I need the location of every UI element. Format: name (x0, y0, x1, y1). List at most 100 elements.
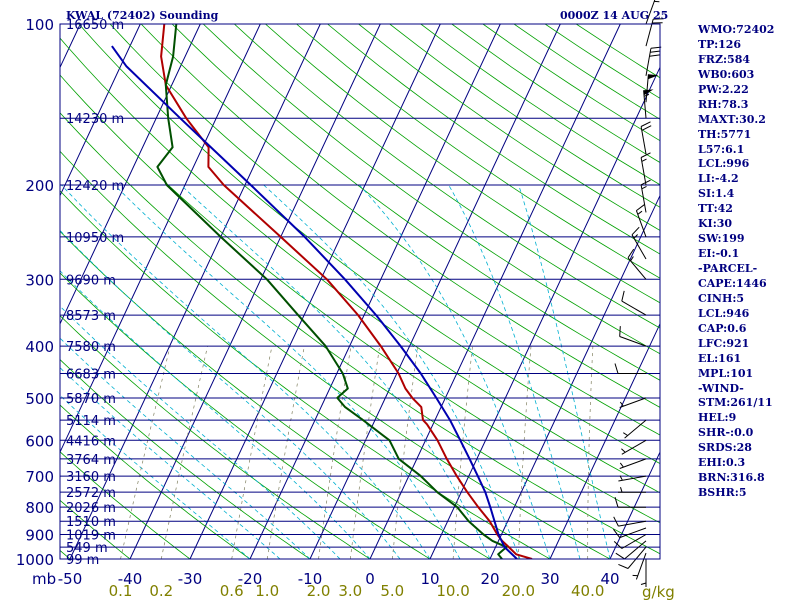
pressure-tick-label: 500 (25, 390, 54, 408)
dry-adiabat-line (60, 37, 660, 494)
wind-barb (632, 552, 647, 580)
index-line: LFC:921 (698, 336, 750, 350)
index-line: KI:30 (698, 217, 733, 231)
height-label: 549 m (66, 541, 108, 556)
dry-adiabat-line (60, 150, 611, 559)
temperature-tick-label: -50 (58, 570, 83, 588)
dry-adiabat-line (60, 451, 191, 559)
height-label: 10950 m (66, 231, 124, 246)
mixing-ratio-tick-label: 0.2 (149, 582, 173, 600)
wind-barb-flag (614, 363, 619, 374)
pressure-tick-label: 900 (25, 527, 54, 545)
wind-barb-flag (640, 152, 651, 158)
mixing-ratio-tick-label: 40.0 (571, 582, 604, 600)
wind-barb-flag (619, 326, 621, 337)
index-line: MPL:101 (698, 366, 754, 380)
mixing-ratio-tick-label: 0.1 (109, 582, 133, 600)
wind-barb-flag (613, 516, 619, 527)
wind-barb (621, 290, 647, 316)
mixing-ratio-tick-label: 1.0 (255, 582, 279, 600)
wind-barb-pennant (643, 89, 654, 96)
isotherm-line (60, 24, 261, 454)
wind-barb (645, 0, 660, 25)
wind-barb-staff (645, 0, 656, 25)
index-line: EHI:0.3 (698, 456, 746, 470)
height-label: 3764 m (66, 453, 116, 468)
wind-barb (613, 527, 647, 539)
height-label: 6683 m (66, 368, 116, 383)
wind-barb-half-flag (641, 158, 647, 162)
wind-barb (645, 74, 659, 103)
isotherm-line (69, 24, 321, 559)
wind-barb-staff (635, 210, 647, 238)
wind-barb-flag (650, 46, 662, 49)
wind-barb-flag (613, 528, 621, 538)
mixing-ratio-tick-label: 3.0 (338, 582, 362, 600)
isotherm-line (609, 450, 660, 559)
pressure-tick-label: 300 (25, 271, 54, 289)
wind-barb-staff (631, 234, 647, 260)
temperature-trace (160, 24, 533, 559)
dry-adiabat-line (60, 359, 311, 559)
wind-barb-staff (640, 126, 647, 155)
wind-barb (640, 152, 651, 186)
pressure-tick-label: 700 (25, 468, 54, 486)
height-label: 16650 m (66, 18, 124, 33)
wind-barb-half-flag (619, 462, 624, 468)
mixing-ratio-tick-label: 2.0 (307, 582, 331, 600)
wind-barb-staff (645, 48, 652, 76)
index-line: CINH:5 (698, 291, 745, 305)
wind-barb-half-flag (620, 487, 623, 493)
dewpoint-trace (156, 24, 508, 559)
mixing-ratio-tick-label: 20.0 (502, 582, 535, 600)
mixing-ratio-tick-labels: 0.1 0.2 0.6 1.0 2.0 3.0 5.0 10.0 20.0 40.0 (109, 582, 605, 600)
index-line: WB0:603 (698, 67, 755, 81)
wind-barb (618, 546, 647, 569)
plot-frame (59, 23, 661, 560)
wind-barb-flag (627, 248, 635, 259)
pressure-tick-label: 1000 (16, 551, 54, 569)
wind-barb-staff (624, 540, 647, 560)
index-line: EI:-0.1 (698, 247, 740, 261)
pressure-tick-label: 100 (25, 16, 54, 34)
height-labels: 16650 m 14230 m 12420 m 10950 m 9690 m 8573 m… (66, 18, 124, 568)
wind-barb-half-flag (641, 185, 647, 190)
index-line: TT:42 (698, 202, 733, 216)
wind-barb-half-flag (621, 448, 626, 453)
wind-barb-flag (636, 203, 646, 212)
index-line: RH:78.3 (698, 97, 749, 111)
isotherm-line (60, 24, 141, 197)
stability-index-panel: WMO:72402 TP:126 FRZ:584 WB0:603 PW:2.22… (698, 23, 800, 501)
height-label: 5114 m (66, 414, 116, 429)
parcel-trace (111, 45, 518, 559)
wind-barb-flag (640, 121, 651, 127)
wind-barb (645, 46, 662, 76)
dry-adiabat-line (60, 315, 371, 559)
mixing-ratio-tick-label: 5.0 (380, 582, 404, 600)
moist-adiabat-line (448, 184, 581, 559)
wind-barb-staff (621, 534, 647, 549)
index-line: WMO:72402 (698, 23, 775, 36)
dry-adiabat-line (60, 190, 551, 559)
height-label: 4416 m (66, 434, 116, 449)
wind-barb-staff (627, 257, 647, 280)
wind-barb (613, 516, 647, 527)
temperature-tick-label: 0 (365, 570, 375, 588)
dry-adiabat-line (60, 404, 251, 559)
wind-barb-flag (613, 541, 623, 549)
valid-time: 0000Z 14 AUG 25 (560, 9, 669, 22)
height-label: 3160 m (66, 470, 116, 485)
isotherm-line (429, 66, 660, 559)
wind-barb (640, 121, 652, 155)
height-label: 1019 m (66, 529, 116, 544)
wind-barb-staff (627, 546, 647, 569)
wind-barb (618, 487, 646, 493)
wind-barb (619, 397, 647, 408)
wind-barb-staff (621, 439, 647, 455)
wind-barb-half-flag (637, 210, 643, 215)
index-line: BSHR:5 (698, 486, 747, 500)
wind-barb (618, 475, 647, 482)
index-line: LCL:996 (698, 157, 750, 171)
height-label: 9690 m (66, 273, 116, 288)
index-line: SI:1.4 (698, 187, 735, 201)
